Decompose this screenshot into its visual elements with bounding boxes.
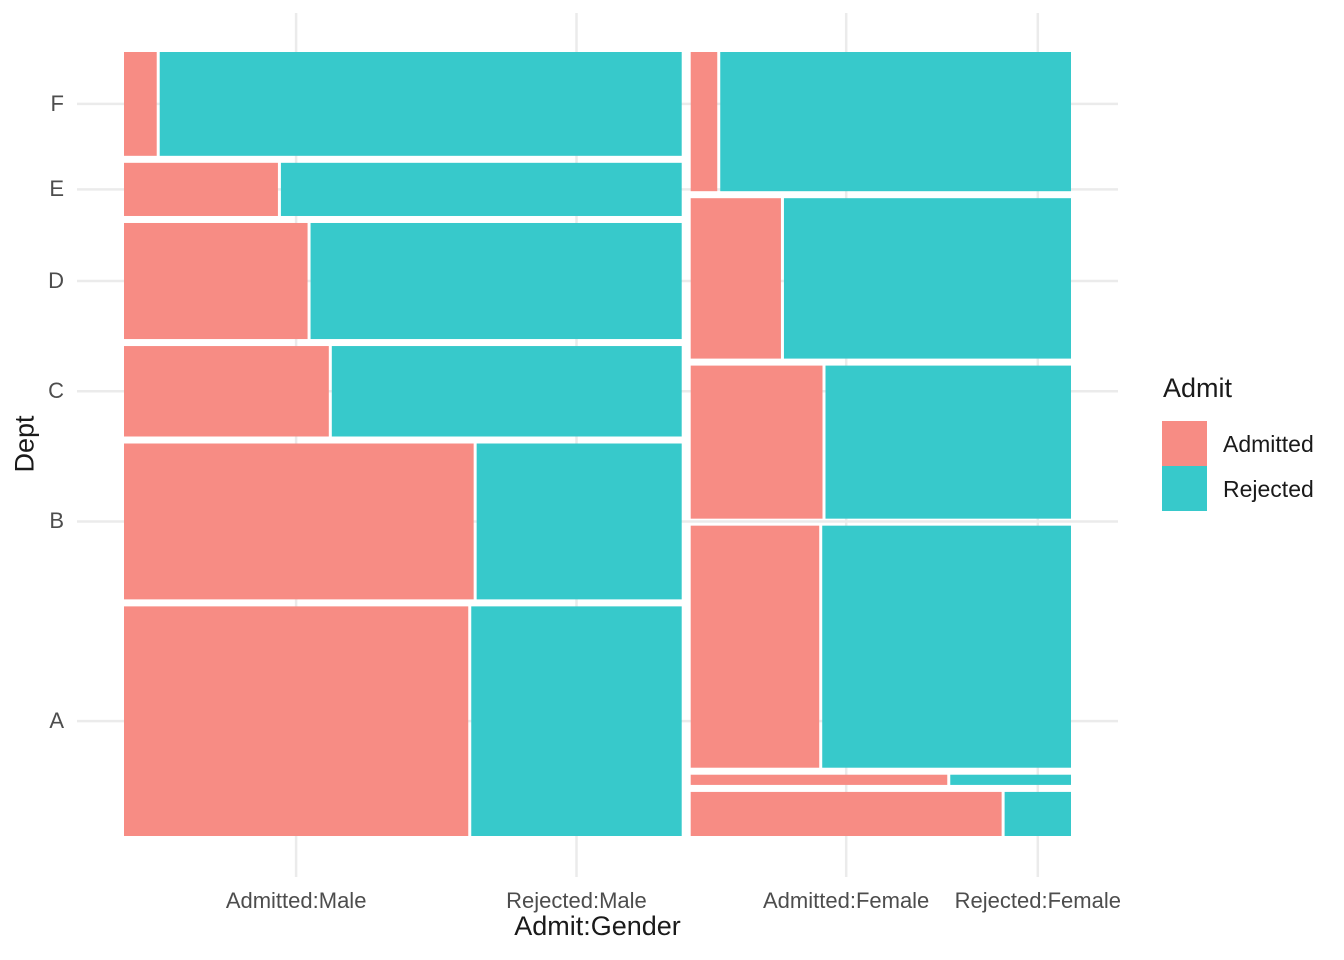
x-axis-title: Admit:Gender: [514, 911, 681, 941]
tile-female-B-rejected: [950, 774, 1071, 785]
tile-male-A-admitted: [124, 606, 469, 836]
x-tick-label: Admitted:Female: [763, 888, 930, 913]
y-tick-label: A: [49, 708, 64, 734]
legend-label-admitted: Admitted: [1223, 430, 1314, 457]
tile-male-E-rejected: [280, 162, 682, 216]
y-axis-title: Dept: [9, 415, 40, 473]
tile-male-D-admitted: [124, 222, 308, 340]
y-tick-label: B: [49, 508, 64, 534]
y-tick-label: C: [48, 378, 64, 404]
x-tick-label: Admitted:Male: [225, 888, 367, 913]
legend: Admit Admitted Rejected: [1162, 372, 1314, 511]
y-tick-label: D: [48, 268, 64, 293]
tile-male-F-admitted: [124, 52, 157, 156]
x-tick-label: Rejected:Female: [954, 888, 1121, 913]
legend-label-rejected: Rejected: [1223, 475, 1314, 502]
legend-title: Admit: [1163, 373, 1233, 403]
tile-female-C-rejected: [822, 525, 1071, 768]
tile-male-C-rejected: [331, 346, 682, 437]
legend-item-admitted: Admitted: [1162, 421, 1314, 466]
tile-male-C-admitted: [124, 346, 329, 437]
tile-female-F-rejected: [720, 52, 1071, 192]
tile-female-B-admitted: [690, 774, 948, 785]
y-tick-label: F: [50, 90, 64, 116]
legend-item-rejected: Rejected: [1162, 466, 1314, 511]
tile-female-F-admitted: [690, 52, 718, 192]
tile-female-D-rejected: [825, 365, 1071, 519]
legend-key-rejected-swatch: [1162, 466, 1207, 511]
tile-female-D-admitted: [690, 365, 823, 519]
tile-male-D-rejected: [310, 222, 682, 340]
tile-female-E-admitted: [690, 198, 781, 359]
y-tick-label: E: [49, 176, 64, 202]
legend-key-admitted-swatch: [1162, 421, 1207, 466]
tile-male-F-rejected: [159, 52, 682, 156]
tile-female-E-rejected: [783, 198, 1071, 359]
x-tick-label: Rejected:Male: [506, 888, 647, 913]
tile-male-B-admitted: [124, 443, 474, 600]
tile-female-A-admitted: [690, 791, 1002, 836]
tile-male-A-rejected: [471, 606, 682, 836]
tile-female-C-admitted: [690, 525, 820, 768]
tile-male-E-admitted: [124, 162, 278, 216]
tile-male-B-rejected: [476, 443, 682, 600]
tile-female-A-rejected: [1004, 791, 1071, 836]
